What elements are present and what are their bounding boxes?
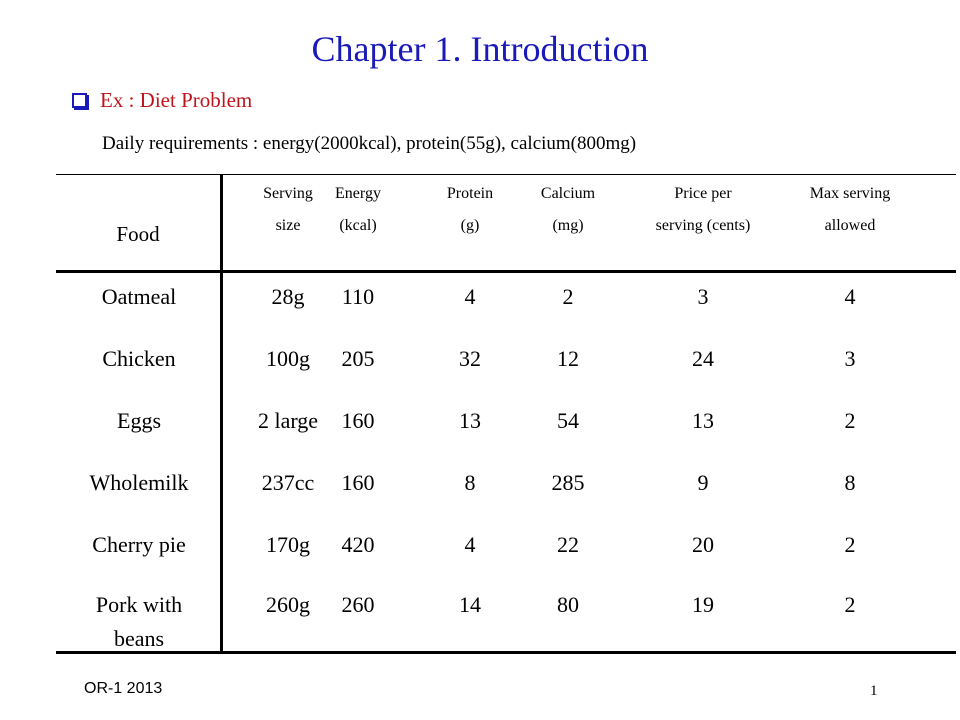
table-cell-serving: 237cc <box>261 470 315 495</box>
table-cell-energy: 260 <box>341 592 375 617</box>
column-header-line2: (g) <box>460 217 480 234</box>
column-header-line1: Protein <box>446 185 494 202</box>
daily-requirements: Daily requirements : energy(2000kcal), p… <box>102 133 637 154</box>
column-header-line1: Max serving <box>809 185 891 202</box>
column-header-energy: Energy (kcal) <box>303 178 413 242</box>
slide-title: Chapter 1. Introduction <box>311 29 649 69</box>
column-header-line2: allowed <box>824 217 876 234</box>
column-header-line1: Calcium <box>540 185 596 202</box>
column-header-line2: size <box>275 217 301 234</box>
food-name-cell: Oatmeal <box>101 284 177 309</box>
table-cell-calcium: 12 <box>557 346 579 371</box>
table-cell-price: 3 <box>697 284 709 309</box>
subtitle: Ex : Diet Problem <box>72 88 252 113</box>
table-cell-protein: 32 <box>459 346 481 371</box>
table-top-border <box>56 174 956 175</box>
table-cell-protein: 4 <box>464 284 476 309</box>
column-header-max: Max serving allowed <box>775 178 925 242</box>
table-cell-price: 20 <box>692 532 714 557</box>
column-header-line1: Price per <box>674 185 732 202</box>
table-cell-max: 2 <box>844 532 856 557</box>
footer-course-label: OR-1 2013 <box>84 680 163 697</box>
header-divider <box>56 270 956 273</box>
column-header-line2: (mg) <box>552 217 584 234</box>
table-cell-protein: 14 <box>459 592 481 617</box>
column-header-line1: Serving <box>263 185 313 202</box>
table-cell-calcium: 285 <box>551 470 585 495</box>
food-column-header: Food <box>116 222 160 246</box>
table-cell-protein: 8 <box>464 470 476 495</box>
table-cell-energy: 205 <box>341 346 375 371</box>
table-cell-calcium: 80 <box>557 592 579 617</box>
column-header-protein: Protein (g) <box>420 178 520 242</box>
column-header-serving: Serving size <box>223 178 353 242</box>
table-bottom-border <box>56 651 956 654</box>
subtitle-text: Ex : Diet Problem <box>100 88 253 112</box>
square-bullet-icon <box>72 93 87 108</box>
food-column-divider <box>220 174 223 654</box>
table-cell-energy: 420 <box>341 532 375 557</box>
table-cell-price: 13 <box>692 408 714 433</box>
diet-table: Food Serving size Energy (kcal) Protein (g) Ca… <box>56 174 956 654</box>
table-cell-price: 19 <box>692 592 714 617</box>
food-name-cell: Eggs <box>117 408 161 433</box>
table-cell-max: 2 <box>844 408 856 433</box>
table-cell-serving: 28g <box>271 284 305 309</box>
table-cell-serving: 260g <box>266 592 310 617</box>
table-cell-max: 3 <box>844 346 856 371</box>
column-header-calcium: Calcium (mg) <box>513 178 623 242</box>
page-number: 1 <box>870 683 878 699</box>
column-header-line2: serving (cents) <box>655 217 751 234</box>
table-cell-max: 8 <box>844 470 856 495</box>
table-cell-serving: 170g <box>266 532 310 557</box>
table-cell-energy: 110 <box>341 284 375 309</box>
column-header-price: Price per serving (cents) <box>618 178 788 242</box>
table-cell-energy: 160 <box>341 470 375 495</box>
column-header-line1: Energy <box>335 185 381 202</box>
food-name-cell: Cherry pie <box>92 532 186 557</box>
table-cell-serving: 100g <box>266 346 310 371</box>
table-cell-calcium: 2 <box>562 284 574 309</box>
table-cell-protein: 13 <box>459 408 481 433</box>
table-cell-price: 24 <box>692 346 714 371</box>
table-cell-calcium: 22 <box>557 532 579 557</box>
table-cell-protein: 4 <box>464 532 476 557</box>
table-cell-price: 9 <box>697 470 709 495</box>
table-cell-max: 4 <box>844 284 856 309</box>
food-name-cell: Wholemilk <box>89 470 189 495</box>
table-cell-energy: 160 <box>341 408 375 433</box>
food-name-cell: Chicken <box>102 346 176 371</box>
table-cell-max: 2 <box>844 592 856 617</box>
table-cell-serving: 2 large <box>257 408 319 433</box>
table-cell-calcium: 54 <box>557 408 579 433</box>
column-header-line2: (kcal) <box>339 217 377 234</box>
food-name-cell: Pork with beans <box>95 592 183 651</box>
